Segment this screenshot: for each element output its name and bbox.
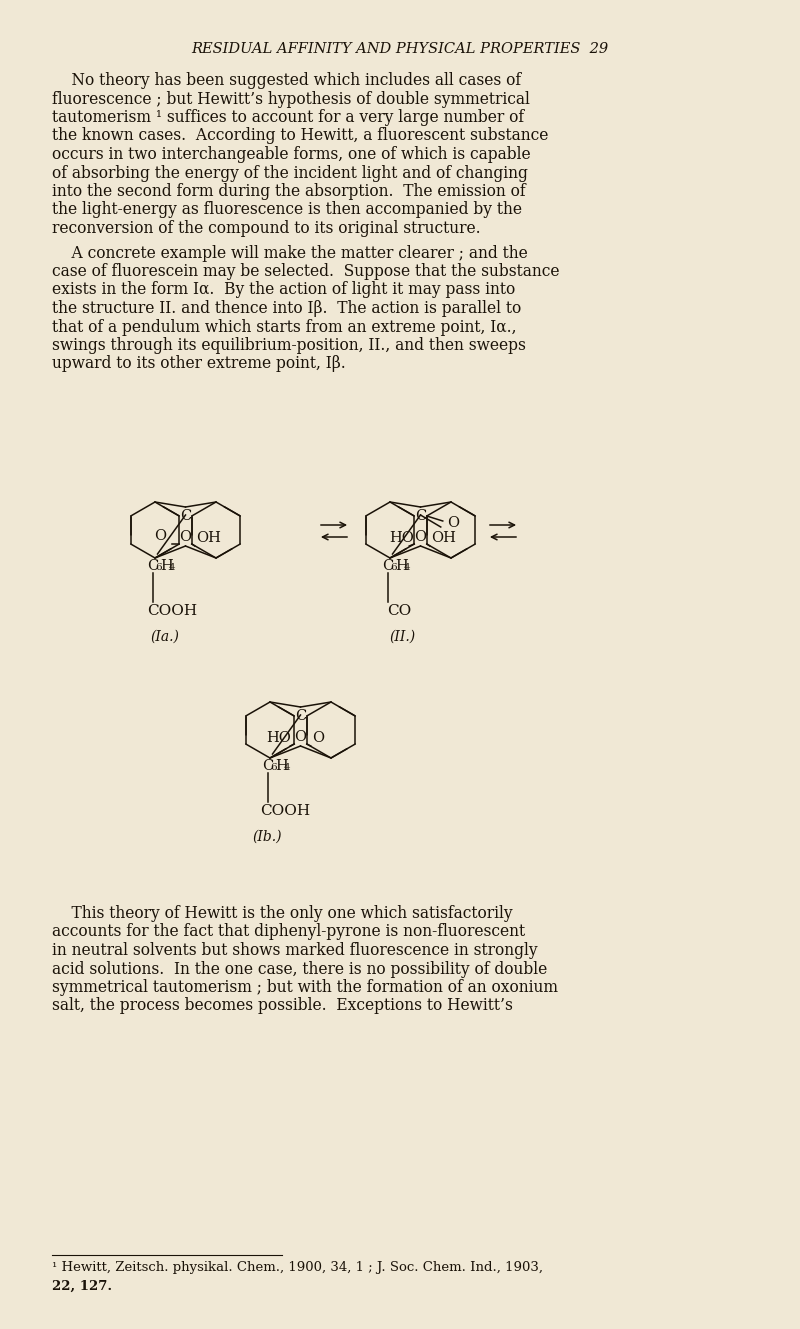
Text: COOH: COOH — [261, 804, 310, 819]
Text: H: H — [395, 560, 408, 573]
Text: OH: OH — [196, 532, 221, 545]
Text: C: C — [262, 759, 274, 773]
Text: C: C — [180, 509, 191, 524]
Text: 4: 4 — [283, 763, 290, 772]
Text: salt, the process becomes possible.  Exceptions to Hewitt’s: salt, the process becomes possible. Exce… — [52, 998, 513, 1014]
Text: (Ia.): (Ia.) — [150, 630, 179, 645]
Text: COOH: COOH — [147, 603, 198, 618]
Text: C: C — [147, 560, 158, 573]
Text: symmetrical tautomerism ; but with the formation of an oxonium: symmetrical tautomerism ; but with the f… — [52, 979, 558, 995]
Text: H: H — [161, 560, 174, 573]
Text: HO: HO — [390, 532, 414, 545]
Text: 22, 127.: 22, 127. — [52, 1280, 112, 1293]
Text: fluorescence ; but Hewitt’s hypothesis of double symmetrical: fluorescence ; but Hewitt’s hypothesis o… — [52, 90, 530, 108]
Text: 4: 4 — [169, 563, 175, 571]
Text: C: C — [415, 509, 426, 524]
Text: the structure II. and thence into Iβ.  The action is parallel to: the structure II. and thence into Iβ. Th… — [52, 300, 522, 318]
Text: ¹ Hewitt, Zeitsch. physikal. Chem., 1900, 34, 1 ; J. Soc. Chem. Ind., 1903,: ¹ Hewitt, Zeitsch. physikal. Chem., 1900… — [52, 1261, 543, 1275]
Text: O: O — [312, 731, 324, 746]
Text: occurs in two interchangeable forms, one of which is capable: occurs in two interchangeable forms, one… — [52, 146, 530, 163]
Text: 6: 6 — [155, 563, 162, 571]
Text: HO: HO — [266, 731, 291, 746]
Text: the known cases.  According to Hewitt, a fluorescent substance: the known cases. According to Hewitt, a … — [52, 128, 548, 145]
Text: A concrete example will make the matter clearer ; and the: A concrete example will make the matter … — [52, 245, 528, 262]
Text: acid solutions.  In the one case, there is no possibility of double: acid solutions. In the one case, there i… — [52, 961, 547, 978]
Text: C: C — [295, 708, 306, 723]
Text: (II.): (II.) — [390, 630, 416, 645]
Text: the light-energy as fluorescence is then accompanied by the: the light-energy as fluorescence is then… — [52, 202, 522, 218]
Text: CO: CO — [387, 603, 412, 618]
Text: H: H — [275, 759, 288, 773]
Text: O: O — [446, 516, 459, 530]
Text: RESIDUAL AFFINITY AND PHYSICAL PROPERTIES  29: RESIDUAL AFFINITY AND PHYSICAL PROPERTIE… — [191, 43, 609, 56]
Text: (Ib.): (Ib.) — [253, 831, 282, 844]
Text: O: O — [179, 530, 191, 544]
Text: into the second form during the absorption.  The emission of: into the second form during the absorpti… — [52, 183, 526, 199]
Text: C: C — [382, 560, 394, 573]
Text: of absorbing the energy of the incident light and of changing: of absorbing the energy of the incident … — [52, 165, 528, 182]
Text: This theory of Hewitt is the only one which satisfactorily: This theory of Hewitt is the only one wh… — [52, 905, 513, 922]
Text: 4: 4 — [403, 563, 410, 571]
Text: O: O — [414, 530, 426, 544]
Text: OH: OH — [430, 532, 456, 545]
Text: No theory has been suggested which includes all cases of: No theory has been suggested which inclu… — [52, 72, 521, 89]
Text: upward to its other extreme point, Iβ.: upward to its other extreme point, Iβ. — [52, 355, 346, 372]
Text: that of a pendulum which starts from an extreme point, Iα.,: that of a pendulum which starts from an … — [52, 319, 517, 335]
Text: swings through its equilibrium-position, II., and then sweeps: swings through its equilibrium-position,… — [52, 338, 526, 354]
Text: 6: 6 — [390, 563, 397, 571]
Text: O: O — [154, 529, 166, 544]
Text: 6: 6 — [270, 763, 277, 772]
Text: tautomerism ¹ suffices to account for a very large number of: tautomerism ¹ suffices to account for a … — [52, 109, 524, 126]
Text: reconversion of the compound to its original structure.: reconversion of the compound to its orig… — [52, 221, 481, 237]
Text: in neutral solvents but shows marked fluorescence in strongly: in neutral solvents but shows marked flu… — [52, 942, 538, 960]
Text: accounts for the fact that diphenyl-pyrone is non-fluorescent: accounts for the fact that diphenyl-pyro… — [52, 924, 525, 941]
Text: exists in the form Iα.  By the action of light it may pass into: exists in the form Iα. By the action of … — [52, 282, 515, 299]
Text: O: O — [294, 730, 306, 744]
Text: case of fluorescein may be selected.  Suppose that the substance: case of fluorescein may be selected. Sup… — [52, 263, 559, 280]
